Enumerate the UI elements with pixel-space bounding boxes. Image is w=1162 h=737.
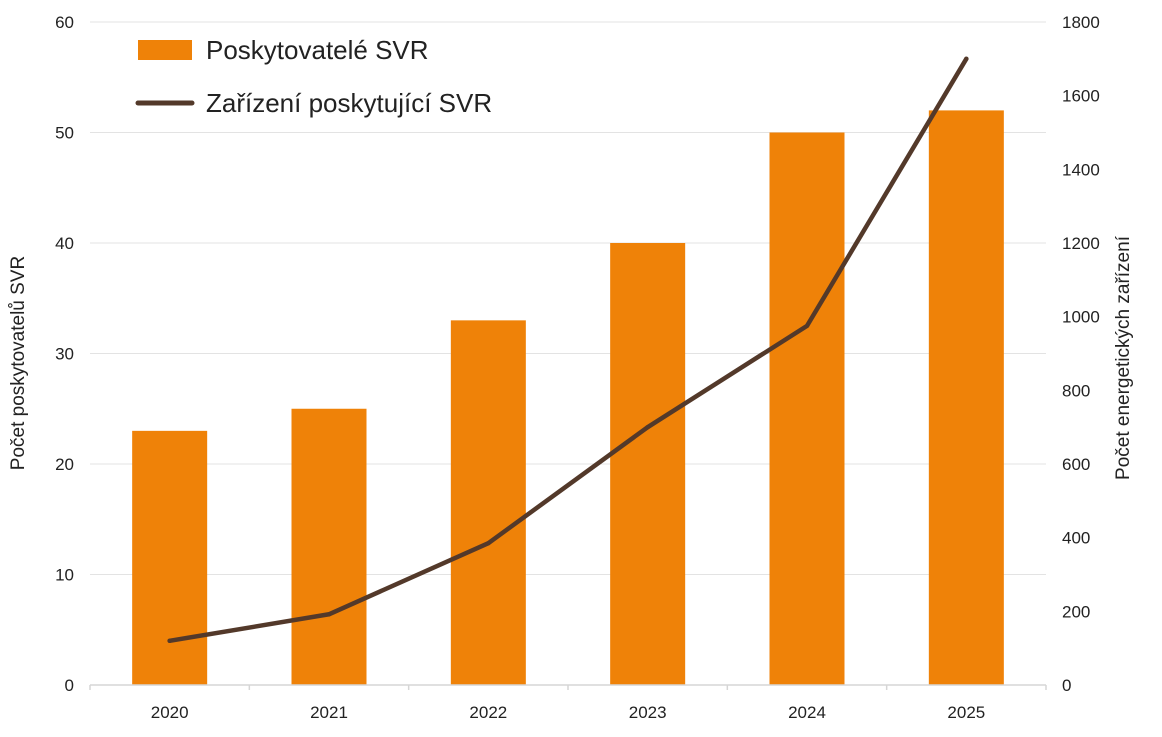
legend-bar-label: Poskytovatelé SVR	[206, 35, 429, 65]
x-tick-label: 2023	[629, 703, 667, 722]
right-y-axis-ticks: 0 200 400 600 800 1000 1200 1400 1600 1800	[1062, 13, 1100, 695]
bar-series	[132, 110, 1004, 685]
bar	[610, 243, 686, 685]
gridlines	[90, 21, 1046, 575]
line-path	[167, 56, 969, 644]
y-tick-label: 60	[55, 13, 74, 32]
x-axis	[89, 684, 1047, 690]
y-right-tick-label: 200	[1062, 602, 1090, 621]
legend-bar-swatch	[138, 40, 192, 60]
bar	[928, 110, 1004, 685]
line-point	[804, 323, 810, 329]
line-point	[167, 638, 172, 643]
y-tick-label: 30	[55, 345, 74, 364]
line-point	[645, 424, 650, 430]
x-tick-label: 2021	[310, 703, 348, 722]
y-right-tick-label: 1800	[1062, 13, 1100, 32]
y-right-tick-label: 1400	[1062, 160, 1100, 179]
y-tick-label: 20	[55, 455, 74, 474]
y-right-tick-label: 1000	[1062, 308, 1100, 327]
y-right-tick-label: 400	[1062, 529, 1090, 548]
y-tick-label: 10	[55, 566, 74, 585]
left-y-axis-ticks: 0 10 20 30 40 50 60	[55, 13, 74, 695]
left-y-axis-title: Počet poskytovatelů SVR	[8, 256, 29, 470]
line-series	[167, 56, 969, 644]
y-tick-label: 0	[65, 676, 74, 695]
y-tick-label: 40	[55, 234, 74, 253]
y-right-tick-label: 0	[1062, 676, 1071, 695]
legend: Poskytovatelé SVR Zařízení poskytující S…	[135, 35, 492, 118]
y-right-tick-label: 1600	[1062, 87, 1100, 106]
line-point	[486, 540, 491, 546]
bar	[132, 430, 208, 685]
line-point	[964, 56, 969, 62]
legend-line-label: Zařízení poskytující SVR	[206, 88, 492, 118]
line-point	[326, 612, 332, 617]
y-right-tick-label: 600	[1062, 455, 1090, 474]
y-right-tick-label: 800	[1062, 381, 1090, 400]
bar	[450, 320, 526, 685]
right-y-axis-title: Počet energetických zařízení	[1113, 235, 1134, 480]
bar	[769, 132, 845, 685]
x-tick-label: 2024	[788, 703, 826, 722]
bar	[291, 408, 367, 685]
x-tick-label: 2022	[469, 703, 507, 722]
x-tick-label: 2020	[151, 703, 189, 722]
x-tick-label: 2025	[947, 703, 985, 722]
x-axis-ticks: 2020 2021 2022 2023 2024 2025	[151, 703, 985, 722]
y-right-tick-label: 1200	[1062, 234, 1100, 253]
y-tick-label: 50	[55, 124, 74, 143]
